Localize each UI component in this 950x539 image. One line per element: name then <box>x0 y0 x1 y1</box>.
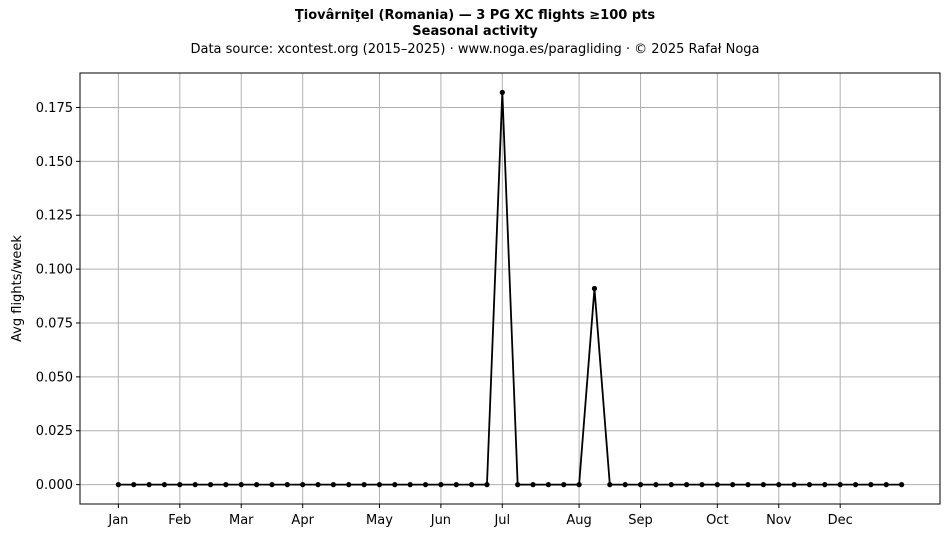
series-line <box>118 91 902 486</box>
data-point <box>469 482 475 488</box>
x-tick-label: Jan <box>107 513 128 528</box>
data-point <box>131 482 137 488</box>
data-point <box>284 482 290 488</box>
data-point <box>561 482 567 488</box>
data-point <box>730 482 736 488</box>
data-point <box>499 89 505 95</box>
data-point <box>376 482 383 488</box>
data-point <box>852 482 859 488</box>
data-point <box>407 482 413 488</box>
data-point <box>545 482 551 488</box>
x-tick-label: Feb <box>168 513 191 528</box>
x-tick-label: Aug <box>566 513 591 528</box>
data-point <box>622 482 628 488</box>
data-point <box>653 482 659 488</box>
series-group <box>115 89 905 488</box>
data-point <box>330 482 336 488</box>
data-point <box>806 482 813 488</box>
data-point <box>115 482 121 488</box>
data-point <box>392 482 398 488</box>
x-tick-label: Oct <box>706 513 728 528</box>
y-axis: 0.000 0.025 0.050 0.075 0.100 0.125 0.150 0.175 <box>36 101 80 493</box>
data-point <box>192 482 198 488</box>
data-source-note: Data source: xcontest.org (2015–2025) · … <box>190 42 760 57</box>
y-tick-label: 0.125 <box>36 209 73 224</box>
data-point <box>161 482 168 488</box>
data-point <box>684 482 690 488</box>
x-tick-label: Jul <box>493 513 510 528</box>
x-tick-label: Dec <box>828 513 853 528</box>
data-point <box>591 285 598 292</box>
x-tick-label: Mar <box>229 513 254 528</box>
y-axis-label: Avg flights/week <box>10 235 25 342</box>
plot-frame <box>79 72 941 505</box>
y-tick-label: 0.100 <box>36 263 73 278</box>
data-point <box>576 482 582 488</box>
data-point <box>637 482 644 488</box>
data-point <box>883 482 889 488</box>
x-axis: Jan Feb Mar Apr May Jun Jul Aug Sep Oct Nov Dec <box>107 504 853 528</box>
y-tick-label: 0.175 <box>36 101 73 116</box>
data-point <box>177 482 183 488</box>
data-point <box>453 482 459 488</box>
y-tick-label: 0.000 <box>36 478 73 493</box>
x-tick-label: Sep <box>628 513 653 528</box>
y-tick-label: 0.150 <box>36 155 73 170</box>
x-tick-label: Apr <box>291 513 314 528</box>
data-point <box>530 482 536 488</box>
data-point <box>146 482 152 488</box>
data-point <box>315 482 321 488</box>
data-point <box>699 482 705 488</box>
data-point <box>361 482 367 488</box>
data-point <box>668 482 674 488</box>
data-point <box>238 482 244 488</box>
x-tick-label: Nov <box>766 513 792 528</box>
data-point <box>837 482 843 488</box>
data-point <box>607 482 613 488</box>
x-tick-label: May <box>366 513 393 528</box>
data-point <box>207 482 214 488</box>
data-point <box>484 482 490 488</box>
y-tick-label: 0.025 <box>36 424 73 439</box>
data-point <box>868 482 874 488</box>
data-point <box>714 482 720 488</box>
x-tick-label: Jun <box>430 513 451 528</box>
data-point <box>791 482 797 488</box>
data-point <box>254 482 260 488</box>
data-point <box>776 482 782 488</box>
data-point <box>822 482 828 488</box>
y-tick-label: 0.050 <box>36 370 73 385</box>
data-point <box>515 482 521 488</box>
data-point <box>223 482 229 488</box>
data-point <box>300 482 306 488</box>
data-point <box>346 482 352 488</box>
data-point <box>269 482 275 488</box>
chart-subtitle: Seasonal activity <box>412 24 538 39</box>
data-point <box>422 482 429 488</box>
data-point <box>760 482 766 488</box>
data-point <box>899 482 905 488</box>
y-tick-label: 0.075 <box>36 316 73 331</box>
chart-title: Ţiovârniţel (Romania) — 3 PG XC flights … <box>294 8 656 23</box>
data-point <box>438 482 444 488</box>
data-point <box>745 482 751 488</box>
